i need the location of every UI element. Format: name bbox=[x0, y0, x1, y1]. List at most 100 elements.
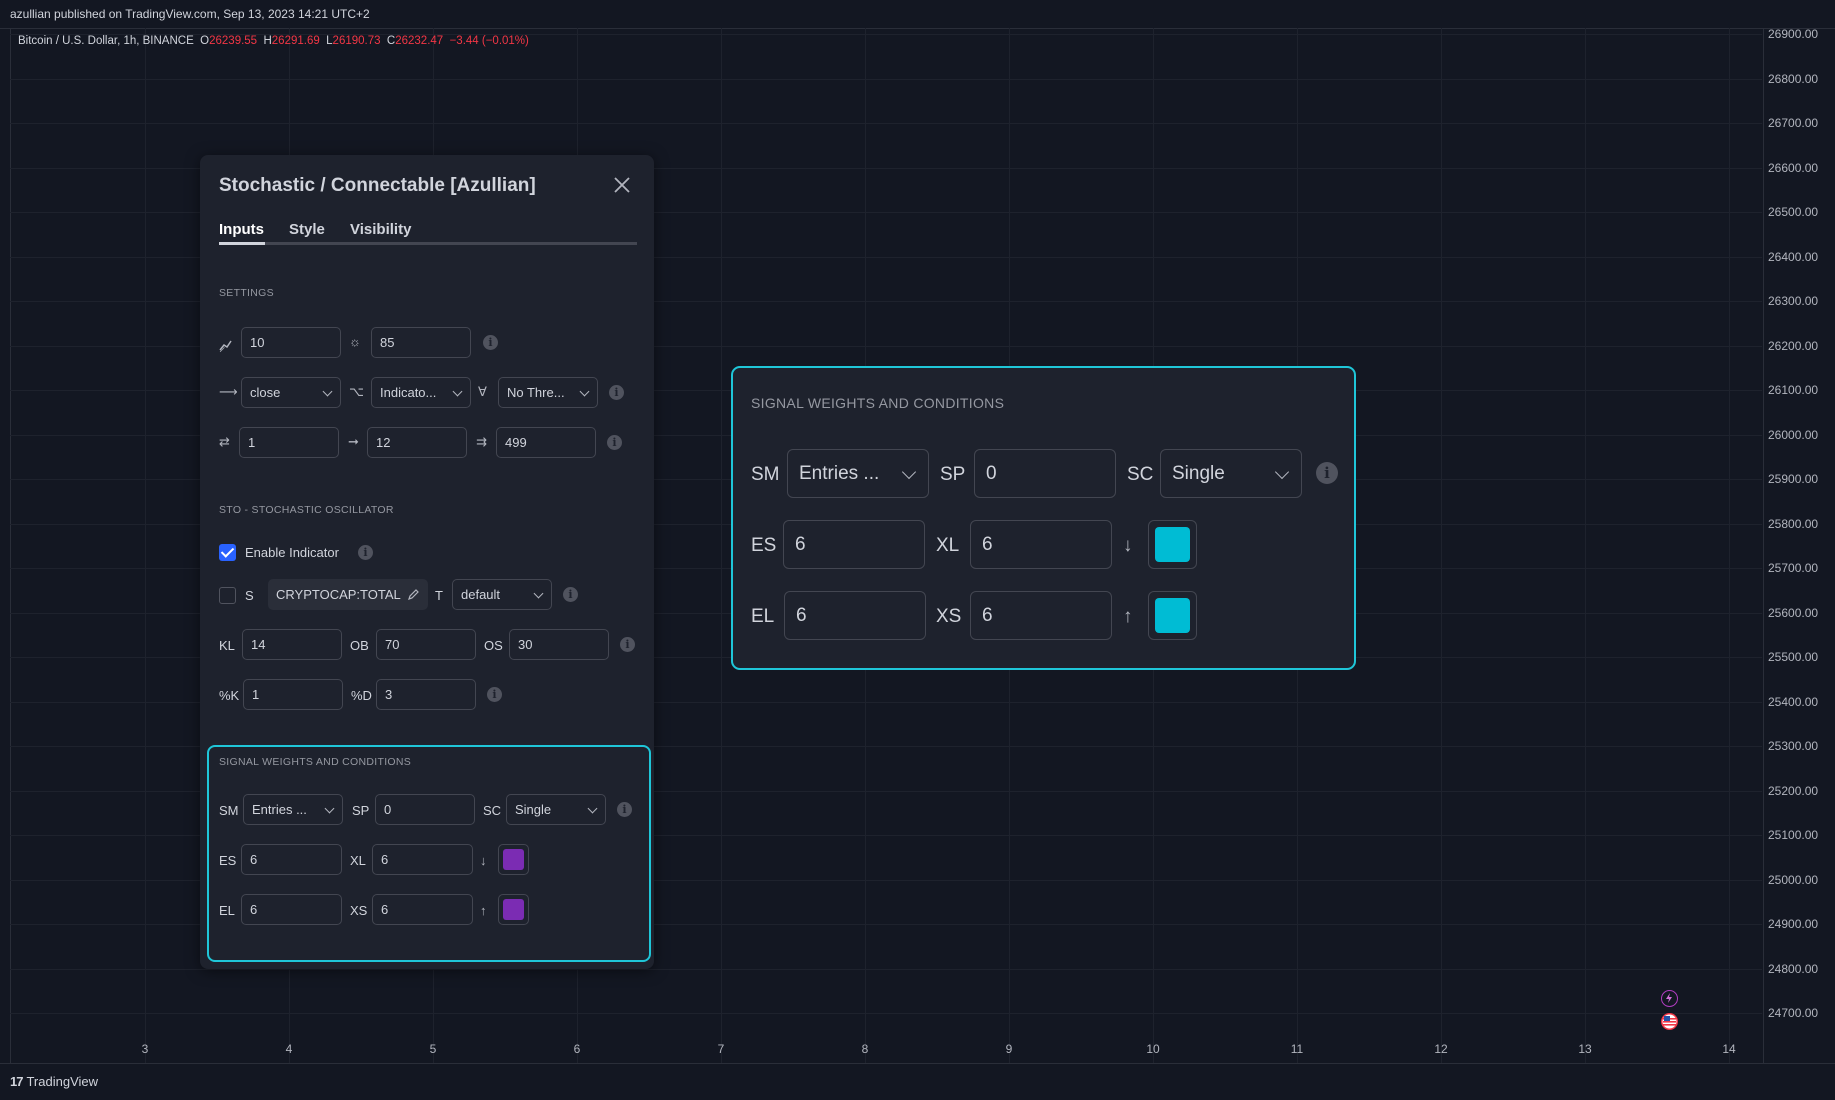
tradingview-logo[interactable]: 17 TradingView bbox=[10, 1074, 98, 1089]
zoom-short-color-picker[interactable] bbox=[1148, 520, 1197, 569]
settings-input-a[interactable]: 10 bbox=[241, 327, 341, 358]
zoom-el-input[interactable]: 6 bbox=[784, 591, 926, 640]
indicator-settings-dialog: Stochastic / Connectable [Azullian] Inpu… bbox=[200, 155, 654, 969]
tab-visibility[interactable]: Visibility bbox=[350, 221, 412, 238]
info-icon[interactable]: i bbox=[620, 637, 635, 652]
zoom-xl-input[interactable]: 6 bbox=[970, 520, 1112, 569]
chart-area[interactable] bbox=[10, 28, 1764, 1063]
el-input[interactable]: 6 bbox=[241, 894, 342, 925]
tv-logo-icon: 17 bbox=[10, 1074, 24, 1089]
mode-select[interactable]: Indicato... bbox=[371, 377, 471, 408]
arrow-down-icon: ↓ bbox=[480, 853, 487, 868]
xl-input[interactable]: 6 bbox=[372, 844, 473, 875]
d-input[interactable]: 3 bbox=[376, 679, 476, 710]
info-icon[interactable]: i bbox=[563, 587, 578, 602]
zoom-long-color-picker[interactable] bbox=[1148, 591, 1197, 640]
price-tick-label: 25200.00 bbox=[1768, 783, 1819, 798]
zoom-es-input[interactable]: 6 bbox=[783, 520, 925, 569]
zoom-xs-input[interactable]: 6 bbox=[970, 591, 1112, 640]
timeframe-select[interactable]: default bbox=[452, 579, 552, 610]
time-tick-label: 7 bbox=[717, 1042, 725, 1056]
kl-label: KL bbox=[219, 638, 235, 653]
change-value: −3.44 (−0.01%) bbox=[449, 35, 529, 47]
os-input[interactable]: 30 bbox=[509, 629, 609, 660]
settings-header: SETTINGS bbox=[219, 287, 274, 299]
tab-inputs[interactable]: Inputs bbox=[219, 221, 264, 238]
info-icon[interactable]: i bbox=[607, 435, 622, 450]
time-tick-label: 3 bbox=[141, 1042, 149, 1056]
grid-line-vertical bbox=[1729, 28, 1730, 1063]
sc-label: SC bbox=[483, 803, 502, 818]
close-icon[interactable] bbox=[611, 175, 633, 197]
long-color-picker[interactable] bbox=[498, 894, 529, 925]
grid-line-vertical bbox=[721, 28, 722, 1063]
footer-bar: 17 TradingView bbox=[0, 1063, 1835, 1100]
settings-input-b[interactable]: 85 bbox=[371, 327, 471, 358]
grid-line-horizontal bbox=[10, 968, 1762, 970]
price-tick-label: 25300.00 bbox=[1768, 739, 1819, 753]
edit-icon[interactable] bbox=[407, 588, 420, 601]
os-label: OS bbox=[484, 638, 503, 653]
time-tick-label: 5 bbox=[429, 1042, 437, 1056]
swap-icon: ⇄ bbox=[219, 434, 230, 449]
zoom-sc-select[interactable]: Single bbox=[1160, 449, 1302, 498]
sp-input[interactable]: 0 bbox=[375, 794, 475, 825]
source-select[interactable]: close bbox=[241, 377, 341, 408]
enable-indicator-checkbox[interactable] bbox=[219, 544, 236, 561]
symbol-legend[interactable]: Bitcoin / U.S. Dollar, 1h, BINANCE O2623… bbox=[18, 35, 529, 47]
open-value: 26239.55 bbox=[209, 35, 258, 47]
info-icon[interactable]: i bbox=[487, 687, 502, 702]
price-tick-label: 26200.00 bbox=[1768, 338, 1819, 353]
ob-input[interactable]: 70 bbox=[376, 629, 476, 660]
arrow-down-icon: ↓ bbox=[1123, 535, 1133, 556]
k-input[interactable]: 1 bbox=[243, 679, 343, 710]
price-tick-label: 26300.00 bbox=[1768, 294, 1819, 308]
threshold-select[interactable]: No Thre... bbox=[498, 377, 598, 408]
sc-select[interactable]: Single bbox=[506, 794, 606, 825]
xs-input[interactable]: 6 bbox=[372, 894, 473, 925]
price-tick-label: 26400.00 bbox=[1768, 249, 1819, 264]
es-input[interactable]: 6 bbox=[241, 844, 342, 875]
xs-label: XS bbox=[350, 903, 368, 918]
dialog-title: Stochastic / Connectable [Azullian] bbox=[219, 175, 536, 196]
symbol-checkbox[interactable] bbox=[219, 587, 236, 604]
sto-header: STO - STOCHASTIC OSCILLATOR bbox=[219, 504, 394, 516]
zoom-sp-input[interactable]: 0 bbox=[974, 449, 1116, 498]
price-tick-label: 26100.00 bbox=[1768, 383, 1819, 397]
tab-style[interactable]: Style bbox=[289, 221, 325, 238]
settings-input-d[interactable]: 12 bbox=[367, 427, 467, 458]
symbol-field[interactable]: CRYPTOCAP:TOTAL bbox=[268, 579, 428, 610]
d-label: %D bbox=[351, 688, 372, 703]
dialog-tabs: Inputs Style Visibility bbox=[219, 221, 637, 245]
open-label: O bbox=[200, 35, 210, 47]
settings-input-e[interactable]: 499 bbox=[496, 427, 596, 458]
settings-input-c[interactable]: 1 bbox=[239, 427, 339, 458]
grid-line-horizontal bbox=[10, 123, 1762, 124]
info-icon[interactable]: i bbox=[609, 385, 624, 400]
short-color-picker[interactable] bbox=[498, 844, 529, 875]
zoom-sp-label: SP bbox=[940, 464, 966, 485]
info-icon[interactable]: i bbox=[358, 545, 373, 560]
us-flag-icon[interactable] bbox=[1661, 1013, 1678, 1030]
info-icon[interactable]: i bbox=[483, 335, 498, 350]
sm-select[interactable]: Entries ... bbox=[243, 794, 343, 825]
grid-line-horizontal bbox=[10, 924, 1762, 925]
info-icon[interactable]: i bbox=[1316, 462, 1338, 484]
grid-line-horizontal bbox=[10, 345, 1762, 347]
arrow-up-icon: ↑ bbox=[1123, 606, 1133, 627]
zoom-el-label: EL bbox=[751, 606, 775, 627]
double-arrow-icon: ⇉ bbox=[476, 434, 487, 449]
info-icon[interactable]: i bbox=[617, 802, 632, 817]
lightning-icon[interactable] bbox=[1661, 990, 1678, 1007]
grid-line-horizontal bbox=[10, 212, 1762, 213]
time-tick-label: 6 bbox=[573, 1042, 581, 1056]
high-label: H bbox=[263, 35, 272, 47]
purple-swatch bbox=[503, 849, 524, 870]
zoom-sc-label: SC bbox=[1127, 464, 1154, 485]
filter-icon: ∀ bbox=[478, 384, 487, 399]
es-label: ES bbox=[219, 853, 237, 868]
kl-input[interactable]: 14 bbox=[242, 629, 342, 660]
zoom-sm-select[interactable]: Entries ... bbox=[787, 449, 929, 498]
zoom-xl-label: XL bbox=[936, 535, 960, 556]
grid-line-horizontal bbox=[10, 167, 1762, 169]
